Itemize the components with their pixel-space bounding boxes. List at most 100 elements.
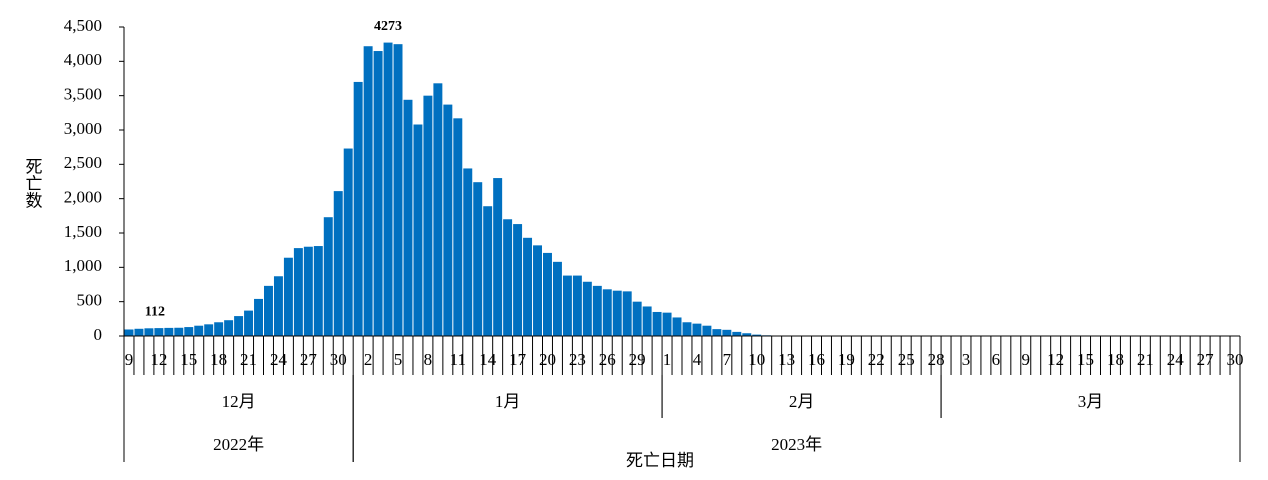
- x-tick-label: 15: [1077, 350, 1094, 369]
- bar: [533, 245, 542, 336]
- bar: [293, 248, 303, 336]
- bar: [353, 81, 363, 336]
- bar: [503, 219, 513, 336]
- x-tick-label: 25: [898, 350, 915, 369]
- x-tick-label: 27: [300, 350, 318, 369]
- bar: [592, 285, 602, 336]
- x-tick-label: 18: [210, 350, 227, 369]
- month-label: 3月: [1078, 392, 1104, 411]
- y-tick-label: 1,000: [64, 256, 102, 275]
- x-tick-label: 9: [125, 350, 134, 369]
- bar: [443, 104, 453, 337]
- x-tick-label: 4: [693, 350, 702, 369]
- month-label: 2月: [789, 392, 815, 411]
- bar: [602, 289, 612, 336]
- bar: [254, 298, 263, 336]
- bar: [124, 329, 134, 336]
- x-tick-label: 26: [599, 350, 616, 369]
- y-tick-label: 1,500: [64, 222, 102, 241]
- bar: [283, 257, 293, 336]
- bar: [463, 168, 473, 336]
- bar: [493, 178, 503, 336]
- bar: [652, 311, 662, 336]
- x-tick-label: 12: [150, 350, 167, 369]
- bar: [513, 224, 523, 336]
- bar: [622, 291, 632, 336]
- bar: [642, 306, 652, 336]
- x-tick-label: 21: [1137, 350, 1154, 369]
- x-tick-label: 30: [330, 350, 347, 369]
- x-axis-title: 死亡日期: [626, 451, 694, 470]
- bar: [214, 322, 224, 336]
- data-label: 4273: [374, 19, 402, 34]
- x-tick-label: 20: [539, 350, 556, 369]
- bar: [134, 328, 144, 336]
- bar: [234, 316, 244, 336]
- x-tick-label: 18: [1107, 350, 1124, 369]
- x-tick-label: 22: [868, 350, 885, 369]
- x-tick-label: 13: [778, 350, 795, 369]
- y-tick-label: 0: [94, 325, 103, 344]
- bar: [244, 310, 254, 336]
- x-tick-label: 14: [479, 350, 497, 369]
- x-tick-label: 7: [723, 350, 732, 369]
- y-tick-label: 4,000: [64, 50, 102, 69]
- bar: [144, 328, 154, 336]
- x-tick-label: 3: [962, 350, 971, 369]
- year-label: 2022年: [213, 435, 264, 454]
- y-tick-label: 3,000: [64, 119, 102, 138]
- bar: [612, 290, 622, 336]
- y-tick-label: 4,500: [64, 16, 102, 35]
- bar: [523, 237, 533, 336]
- x-tick-label: 30: [1227, 350, 1244, 369]
- bar: [343, 148, 353, 336]
- bar: [273, 276, 283, 336]
- bar: [174, 327, 184, 336]
- x-tick-label: 24: [270, 350, 288, 369]
- x-tick-label: 10: [748, 350, 765, 369]
- x-tick-label: 12: [1047, 350, 1064, 369]
- x-tick-label: 17: [509, 350, 527, 369]
- year-label: 2023年: [771, 435, 822, 454]
- bar: [313, 246, 323, 336]
- bar: [572, 275, 582, 336]
- bar: [682, 322, 692, 336]
- bar: [264, 285, 273, 336]
- bar: [363, 46, 373, 337]
- x-tick-label: 6: [992, 350, 1001, 369]
- bar: [184, 327, 194, 336]
- x-tick-label: 24: [1167, 350, 1185, 369]
- x-tick-label: 16: [808, 350, 825, 369]
- bar: [303, 246, 313, 336]
- bar: [194, 325, 204, 336]
- bar: [323, 217, 333, 336]
- bar: [562, 275, 572, 336]
- bar: [453, 118, 463, 337]
- x-tick-label: 8: [424, 350, 433, 369]
- bar: [423, 95, 433, 337]
- bar: [712, 329, 722, 336]
- bar: [473, 182, 483, 336]
- month-label: 12月: [222, 392, 256, 411]
- bar: [582, 281, 592, 336]
- bar: [433, 83, 443, 336]
- bar: [662, 312, 672, 336]
- y-tick-label: 2,000: [64, 188, 102, 207]
- bar: [154, 328, 164, 336]
- bar: [543, 252, 552, 336]
- bar: [732, 331, 742, 336]
- y-axis-title: 死亡数: [23, 158, 43, 209]
- bar: [204, 324, 214, 336]
- bar: [333, 191, 343, 336]
- y-tick-label: 3,500: [64, 85, 102, 104]
- bar: [702, 325, 712, 336]
- bar: [393, 44, 403, 337]
- bar: [403, 99, 413, 336]
- bar: [742, 333, 752, 336]
- bar: [483, 206, 493, 336]
- x-tick-label: 1: [663, 350, 672, 369]
- bar: [224, 320, 234, 336]
- bar: [164, 327, 174, 336]
- month-label: 1月: [495, 392, 521, 411]
